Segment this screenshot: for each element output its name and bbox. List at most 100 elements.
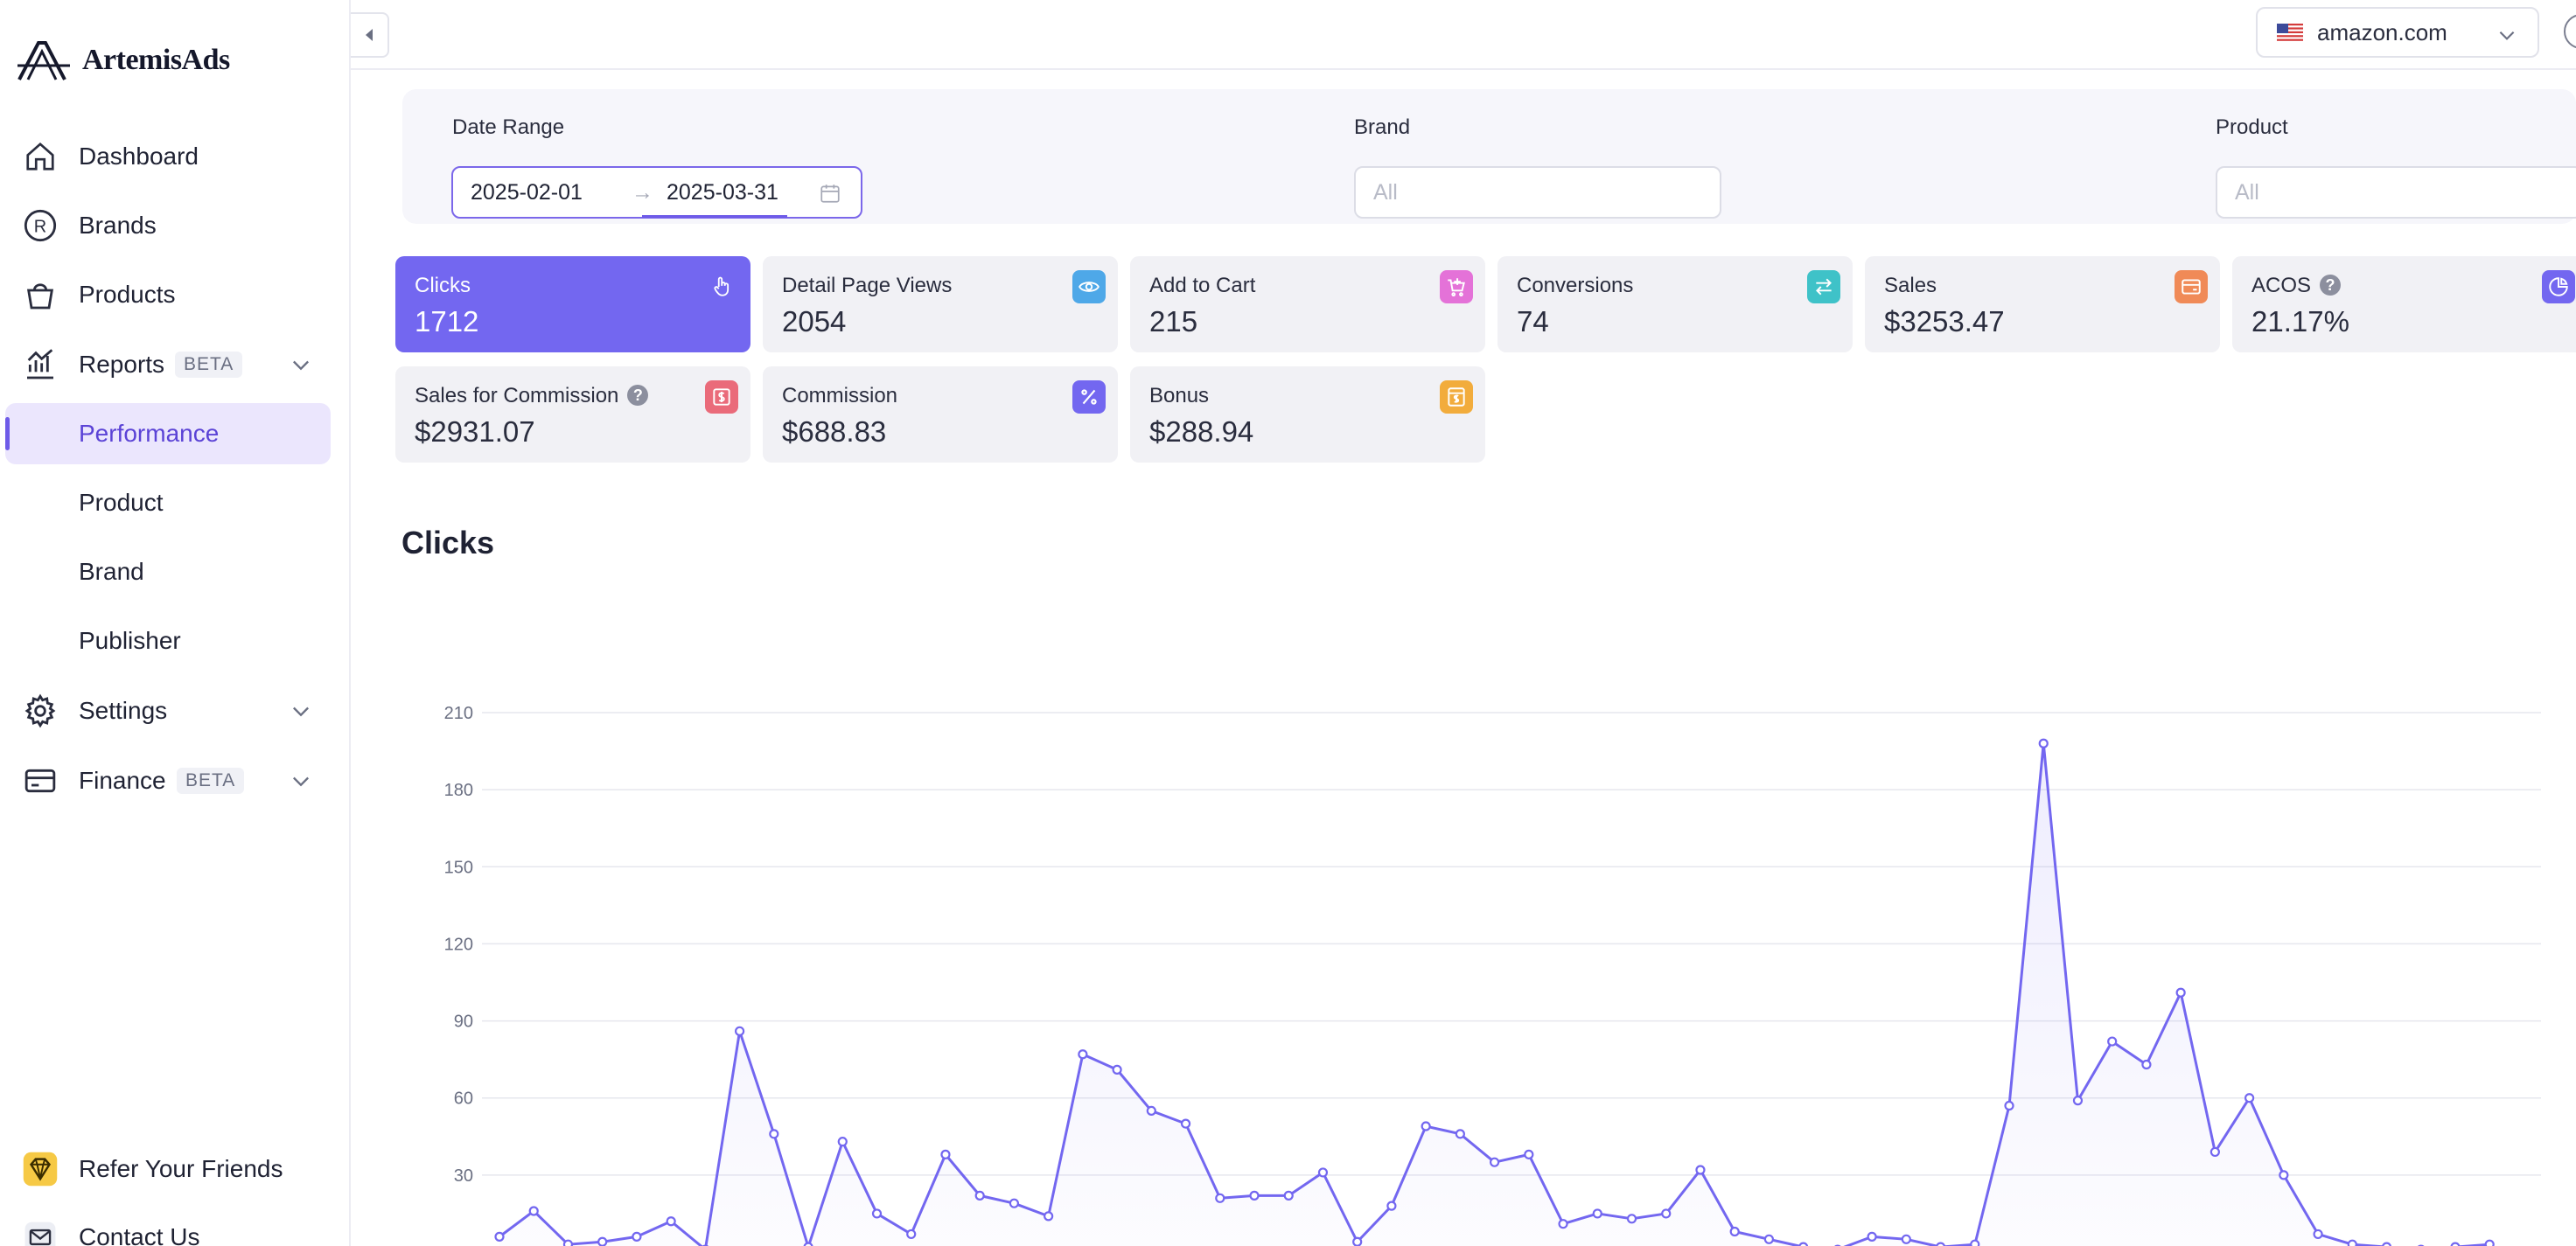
help-icon[interactable]	[2564, 14, 2576, 49]
data-point[interactable]	[1901, 1234, 1911, 1244]
metric-value: $688.83	[782, 415, 887, 448]
data-point[interactable]	[494, 1231, 505, 1242]
sidebar-subitem-product[interactable]: Product	[5, 472, 331, 533]
metric-card-acos[interactable]: ACOS? 21.17%	[2232, 256, 2576, 352]
data-point[interactable]	[1146, 1105, 1156, 1117]
date-end-input[interactable]: 2025-03-31	[667, 180, 778, 205]
data-point[interactable]	[2209, 1146, 2220, 1158]
data-point[interactable]	[528, 1206, 539, 1216]
sidebar-item-reports[interactable]: Reports BETA	[0, 334, 351, 395]
metric-title-row: ACOS?	[2251, 274, 2342, 298]
date-start-input[interactable]: 2025-02-01	[471, 180, 583, 205]
date-range-picker[interactable]: 2025-02-01 → 2025-03-31	[451, 166, 862, 219]
metric-value: 74	[1517, 305, 1549, 338]
data-point[interactable]	[1317, 1167, 1329, 1178]
data-point[interactable]	[1421, 1121, 1431, 1131]
calendar-icon[interactable]	[819, 182, 841, 205]
clicks-line-chart: 0306090120150180210Feb 01Feb 06Feb 11Feb…	[444, 704, 2541, 1246]
sidebar-item-contact-us[interactable]: Contact Us	[0, 1207, 351, 1246]
data-point[interactable]	[803, 1242, 813, 1246]
marketplace-select[interactable]: amazon.com	[2256, 7, 2539, 58]
data-point[interactable]	[1283, 1190, 1294, 1201]
metric-card-bonus[interactable]: Bonus $288.94	[1130, 366, 1485, 463]
data-point[interactable]	[562, 1239, 574, 1246]
sidebar-item-products[interactable]: Products	[0, 264, 351, 325]
data-point[interactable]	[1386, 1201, 1397, 1211]
data-point[interactable]	[1661, 1208, 1672, 1219]
sidebar-subitem-brand[interactable]: Brand	[5, 541, 331, 602]
data-point[interactable]	[2072, 1096, 2084, 1106]
data-point[interactable]	[1970, 1239, 1980, 1246]
data-point[interactable]	[1867, 1231, 1877, 1242]
brand-select[interactable]: All	[1354, 166, 1721, 219]
data-point[interactable]	[1592, 1208, 1602, 1219]
data-point[interactable]	[597, 1236, 608, 1246]
metric-title-row: Sales for Commission?	[415, 384, 649, 408]
data-point[interactable]	[1558, 1219, 1568, 1229]
collapse-sidebar-button[interactable]	[351, 12, 389, 58]
data-point[interactable]	[632, 1231, 642, 1242]
sidebar: ArtemisAds Dashboard R Brands Products R…	[0, 0, 351, 1246]
data-point[interactable]	[1729, 1226, 1740, 1237]
data-point[interactable]	[1455, 1129, 1465, 1139]
data-point[interactable]	[1524, 1149, 1534, 1159]
product-select[interactable]: All	[2216, 166, 2576, 219]
data-point[interactable]	[871, 1208, 883, 1219]
data-point[interactable]	[2382, 1242, 2391, 1246]
data-point[interactable]	[940, 1149, 951, 1159]
data-point[interactable]	[1078, 1049, 1088, 1060]
data-point[interactable]	[1180, 1118, 1191, 1129]
data-point[interactable]	[974, 1190, 985, 1201]
data-point[interactable]	[666, 1216, 676, 1227]
metric-card-detail-page-views[interactable]: Detail Page Views 2054	[763, 256, 1118, 352]
data-point[interactable]	[2175, 987, 2186, 998]
data-point[interactable]	[1009, 1198, 1020, 1208]
data-point[interactable]	[1489, 1157, 1500, 1167]
data-point[interactable]	[1352, 1236, 1363, 1246]
question-icon[interactable]: ?	[627, 385, 649, 406]
data-point[interactable]	[2484, 1239, 2495, 1246]
metric-card-clicks[interactable]: Clicks 1712	[395, 256, 750, 352]
metric-card-sales[interactable]: Sales $3253.47	[1865, 256, 2220, 352]
data-point[interactable]	[2313, 1229, 2323, 1240]
sidebar-item-settings[interactable]: Settings	[0, 680, 351, 741]
data-point[interactable]	[2038, 738, 2049, 748]
metric-card-conversions[interactable]: Conversions 74	[1497, 256, 1853, 352]
sidebar-subitem-publisher[interactable]: Publisher	[5, 610, 331, 672]
logo[interactable]: ArtemisAds	[16, 38, 230, 82]
data-point[interactable]	[1763, 1234, 1775, 1244]
data-point[interactable]	[734, 1026, 745, 1036]
data-point[interactable]	[2107, 1036, 2118, 1047]
data-point[interactable]	[837, 1137, 848, 1147]
data-point[interactable]	[2004, 1100, 2014, 1111]
question-icon[interactable]: ?	[2320, 275, 2342, 296]
chevron-down-icon[interactable]	[289, 352, 313, 377]
sidebar-subitem-performance[interactable]: Performance	[5, 403, 331, 464]
metric-card-sales-for-commission[interactable]: Sales for Commission? $2931.07	[395, 366, 750, 463]
chevron-down-icon[interactable]	[289, 699, 313, 723]
sidebar-item-label: Settings	[79, 697, 168, 724]
data-point[interactable]	[1112, 1064, 1122, 1075]
data-point[interactable]	[2347, 1239, 2357, 1246]
sidebar-item-finance[interactable]: Finance BETA	[0, 750, 351, 811]
sidebar-item-refer-friends[interactable]: Refer Your Friends	[0, 1138, 351, 1200]
data-point[interactable]	[1936, 1242, 1946, 1246]
data-point[interactable]	[1215, 1193, 1225, 1203]
data-point[interactable]	[2141, 1059, 2152, 1070]
metric-card-commission[interactable]: Commission $688.83	[763, 366, 1118, 463]
data-point[interactable]	[769, 1129, 779, 1139]
data-point[interactable]	[1044, 1211, 1054, 1222]
data-point[interactable]	[1249, 1190, 1260, 1201]
data-point[interactable]	[1798, 1242, 1809, 1246]
data-point[interactable]	[2244, 1093, 2255, 1103]
data-point[interactable]	[1626, 1214, 1637, 1224]
data-point[interactable]	[2279, 1170, 2289, 1180]
metric-card-add-to-cart[interactable]: Add to Cart 215	[1130, 256, 1485, 352]
sidebar-item-brands[interactable]: R Brands	[0, 195, 351, 256]
data-point[interactable]	[906, 1229, 917, 1240]
sidebar-item-dashboard[interactable]: Dashboard	[0, 126, 351, 187]
data-point[interactable]	[1695, 1165, 1706, 1175]
chevron-down-icon[interactable]	[289, 769, 313, 793]
data-point[interactable]	[2450, 1242, 2461, 1246]
